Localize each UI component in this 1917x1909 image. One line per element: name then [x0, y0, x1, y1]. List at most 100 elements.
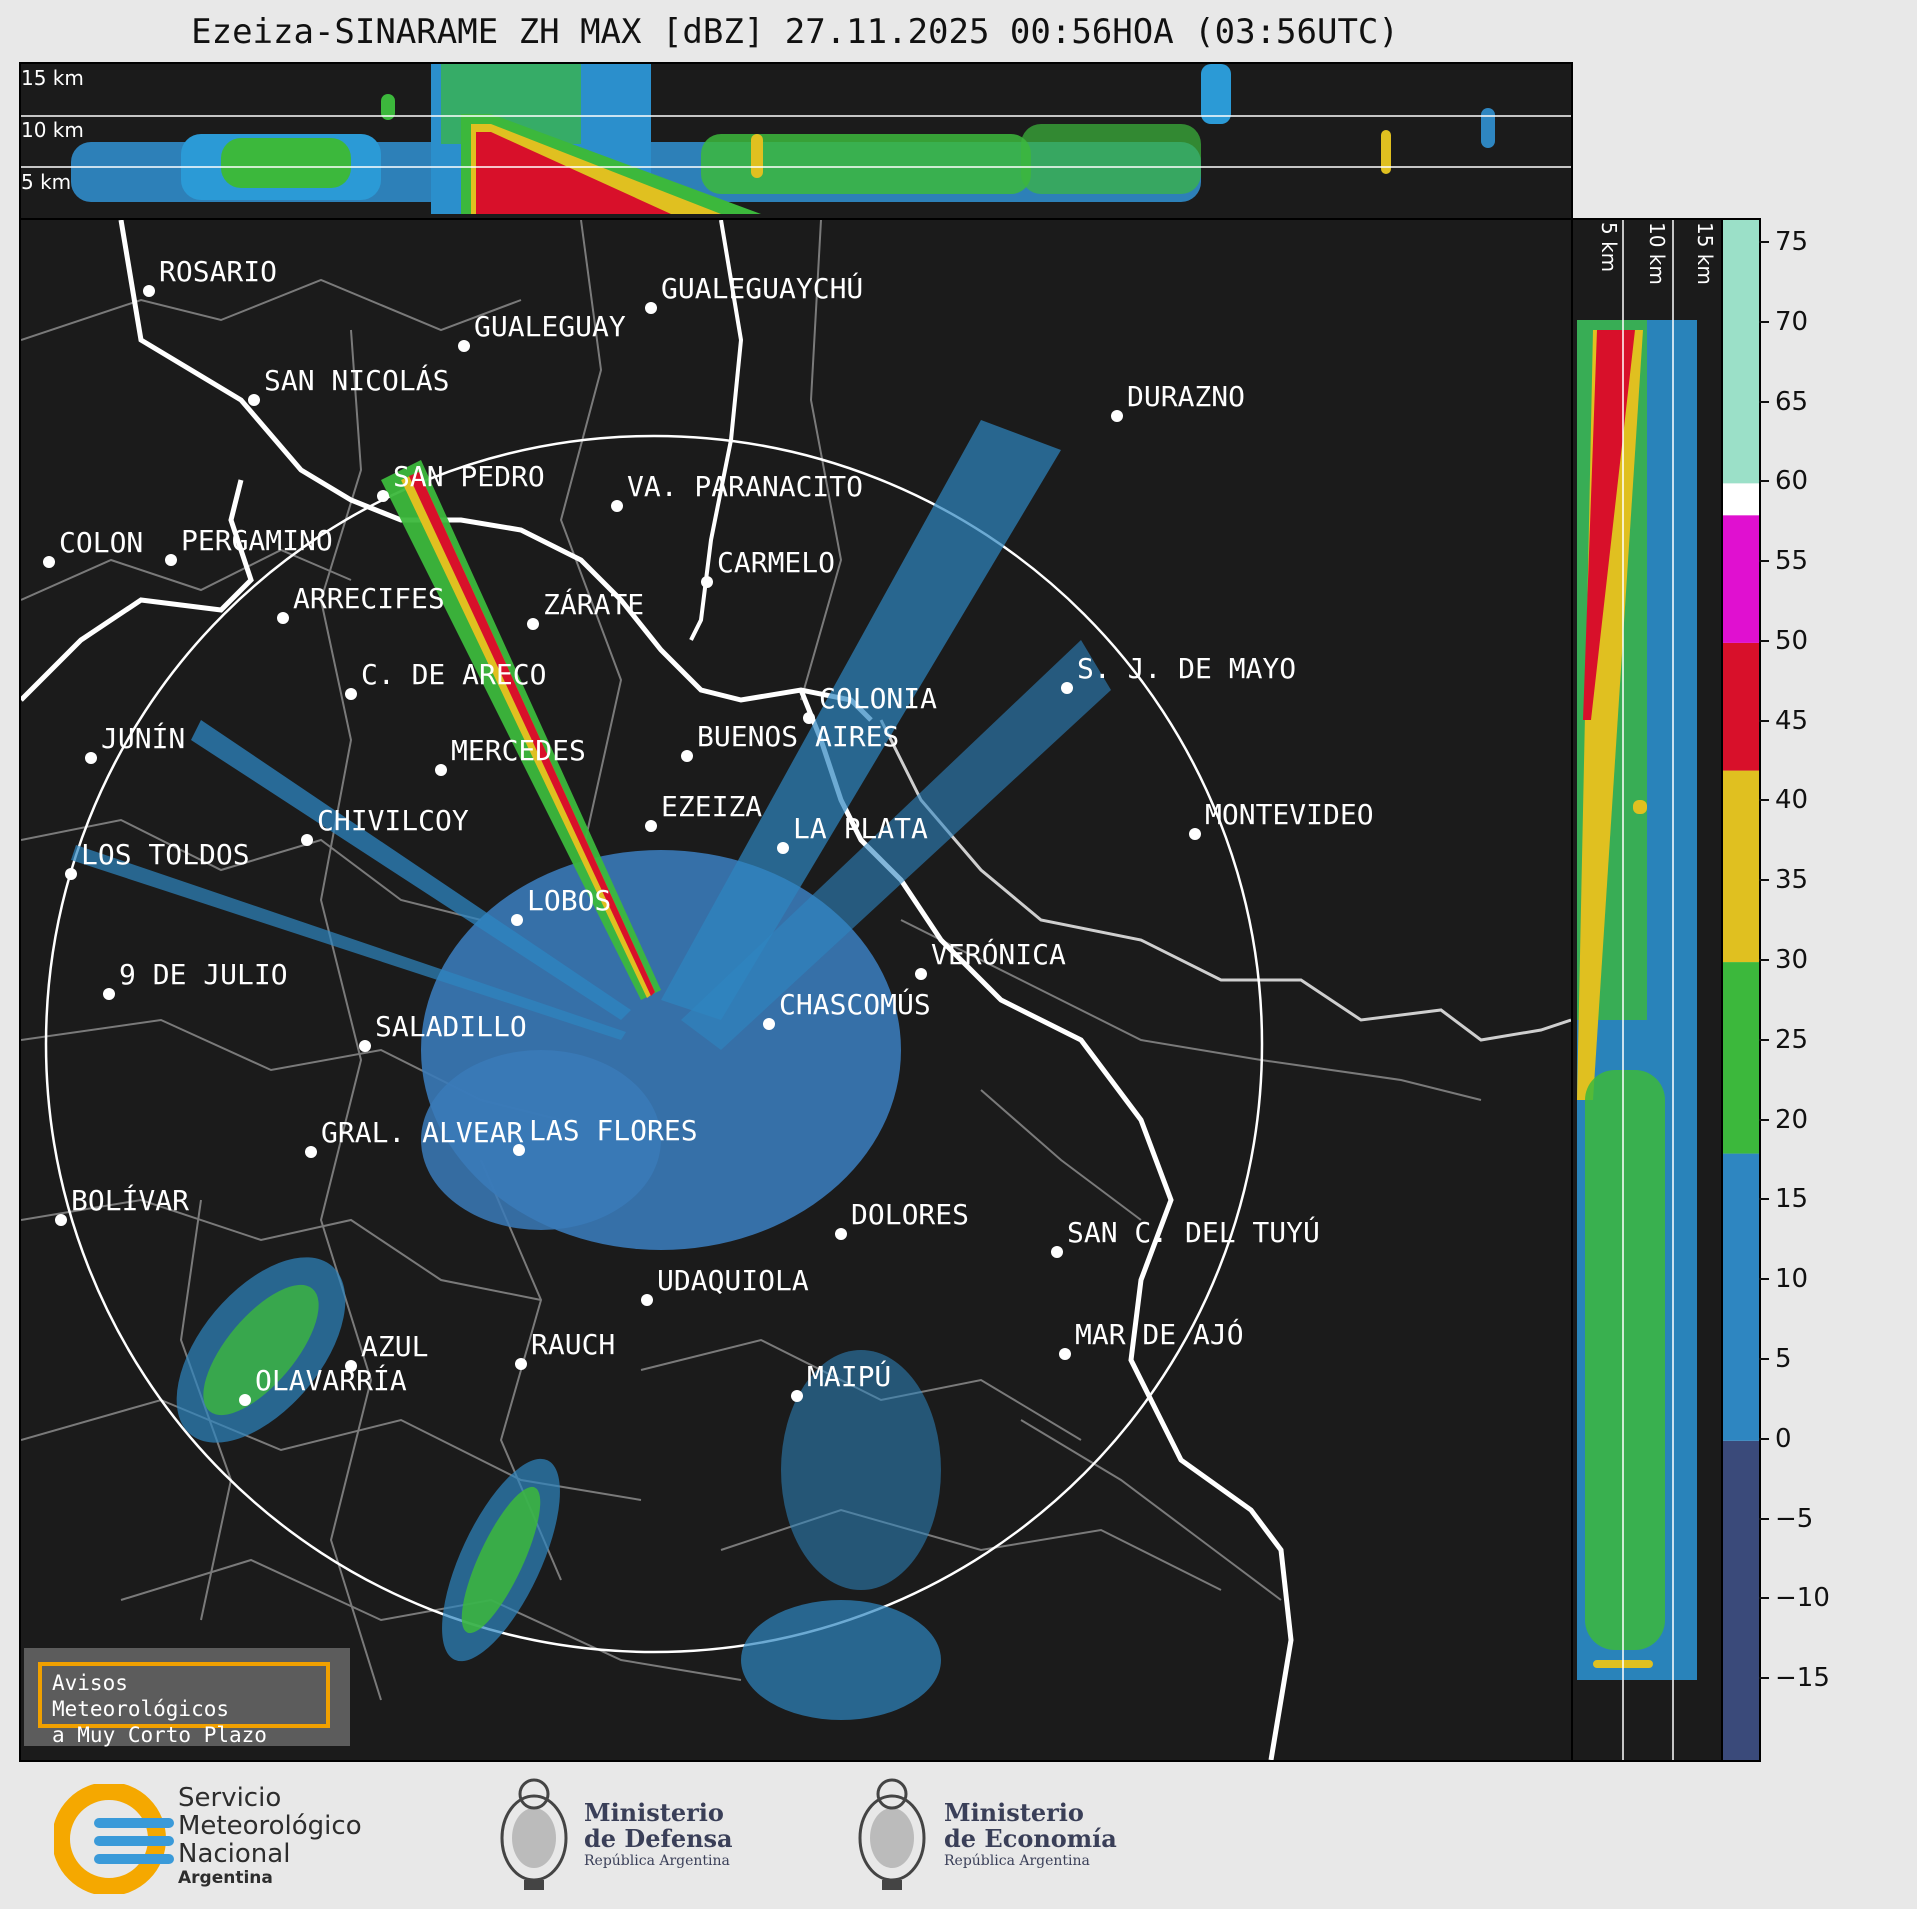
- colorbar-tick-mark: [1759, 1517, 1769, 1520]
- colorbar-tick-mark: [1759, 879, 1769, 882]
- colorbar-tick-label: −15: [1775, 1663, 1830, 1694]
- colorbar-gradient: [1723, 220, 1759, 1760]
- city-label: MERCEDES: [451, 734, 586, 767]
- city-label: LOBOS: [527, 884, 612, 917]
- city-label: 9 DE JULIO: [119, 958, 288, 991]
- city-label: JUNÍN: [101, 722, 186, 755]
- colorbar-tick-label: −5: [1775, 1503, 1814, 1534]
- city-label: COLON: [59, 526, 144, 559]
- warning-line-2: a Muy Corto Plazo: [52, 1723, 267, 1747]
- colorbar-tick-label: 0: [1775, 1423, 1792, 1454]
- colorbar-tick-mark: [1759, 1278, 1769, 1281]
- city-label: LA PLATA: [793, 812, 928, 845]
- smn-logo-text: Servicio Meteorológico Nacional Argentin…: [178, 1784, 362, 1888]
- colorbar-tick-label: 25: [1775, 1024, 1809, 1055]
- colorbar-tick-mark: [1759, 799, 1769, 802]
- economia-line-1: Ministerio: [944, 1798, 1084, 1827]
- colorbar-tick-label: 60: [1775, 466, 1809, 497]
- colorbar-band: [1723, 515, 1759, 643]
- city-label: PERGAMINO: [181, 524, 333, 557]
- colorbar-band: [1723, 220, 1759, 484]
- top-cross-section-panel: 15 km 10 km 5 km: [19, 62, 1573, 220]
- colorbar-tick-label: 15: [1775, 1184, 1809, 1215]
- colorbar-tick-mark: [1759, 1198, 1769, 1201]
- radar-range-ring: [44, 434, 1264, 1654]
- colorbar-ticks: 75 70 65 60 55 50 45 40 35 30 25 20 15 10 5 0 −5 −10 −15: [1759, 218, 1909, 1758]
- defensa-line-2: de Defensa: [584, 1824, 733, 1853]
- city-label: VA. PARANACITO: [627, 470, 864, 503]
- city-label: S. J. DE MAYO: [1077, 652, 1297, 685]
- colorbar-tick-label: 55: [1775, 546, 1809, 577]
- city-label: EZEIZA: [661, 790, 763, 823]
- colorbar-band: [1723, 642, 1759, 771]
- city-label: BUENOS AIRES: [697, 720, 900, 753]
- top-height-label-10: 10 km: [21, 118, 84, 142]
- colorbar-tick-label: 30: [1775, 945, 1809, 976]
- colorbar-band: [1723, 962, 1759, 1154]
- city-label: VERÓNICA: [931, 938, 1066, 971]
- city-label: GUALEGUAYCHÚ: [661, 272, 864, 305]
- side-height-label-15: 15 km: [1693, 222, 1717, 285]
- smn-line-1: Servicio: [178, 1783, 282, 1813]
- colorbar-tick-label: 10: [1775, 1264, 1809, 1295]
- colorbar-tick-mark: [1759, 240, 1769, 243]
- side-height-label-10: 10 km: [1645, 222, 1669, 285]
- city-label: MAIPÚ: [807, 1360, 892, 1393]
- radar-map-panel: ROSARIO GUALEGUAYCHÚ GUALEGUAY SAN NICOL…: [19, 218, 1573, 1762]
- colorbar-tick-mark: [1759, 1677, 1769, 1680]
- top-height-label-5: 5 km: [21, 170, 72, 194]
- colorbar-tick-mark: [1759, 1597, 1769, 1600]
- city-markers: [43, 285, 1201, 1406]
- city-label: LOS TOLDOS: [81, 838, 250, 871]
- colorbar-tick-mark: [1759, 1118, 1769, 1121]
- colorbar-tick-mark: [1759, 400, 1769, 403]
- colorbar-tick-mark: [1759, 320, 1769, 323]
- city-label: LAS FLORES: [529, 1114, 698, 1147]
- city-label: ROSARIO: [159, 255, 278, 288]
- city-label: BOLÍVAR: [71, 1184, 190, 1217]
- warning-link-box[interactable]: Avisos Meteorológicos a Muy Corto Plazo: [24, 1648, 350, 1747]
- colorbar-tick-label: 35: [1775, 865, 1809, 896]
- defensa-line-3: República Argentina: [584, 1853, 730, 1869]
- colorbar-tick-label: 50: [1775, 625, 1809, 656]
- defensa-line-1: Ministerio: [584, 1798, 724, 1827]
- side-cross-section-plot: [1577, 220, 1697, 1760]
- colorbar-tick-mark: [1759, 639, 1769, 642]
- city-label: CHASCOMÚS: [779, 988, 931, 1021]
- warning-link-frame[interactable]: Avisos Meteorológicos a Muy Corto Plazo: [38, 1662, 330, 1747]
- colorbar-tick-label: −10: [1775, 1583, 1830, 1614]
- colorbar-band: [1723, 1440, 1759, 1760]
- defensa-seal-icon: [500, 1778, 568, 1890]
- side-echo-band: [1577, 320, 1697, 1680]
- colorbar-band: [1723, 1153, 1759, 1441]
- city-label: ZÁRATE: [543, 588, 645, 621]
- city-label: COLONIA: [819, 682, 938, 715]
- city-label: GUALEGUAY: [474, 310, 626, 343]
- top-echo-band: [71, 64, 1495, 214]
- colorbar-tick-mark: [1759, 719, 1769, 722]
- city-label: DURAZNO: [1127, 380, 1246, 413]
- economia-logo-text: Ministerio de Economía República Argenti…: [944, 1800, 1117, 1870]
- city-label: MAR DE AJÓ: [1075, 1318, 1244, 1351]
- city-label: MONTEVIDEO: [1205, 798, 1374, 831]
- city-label: CHIVILCOY: [317, 804, 469, 837]
- economia-line-3: República Argentina: [944, 1853, 1090, 1869]
- top-height-label-15: 15 km: [21, 66, 84, 90]
- city-label: GRAL. ALVEAR: [321, 1116, 524, 1149]
- top-cross-section-plot: [21, 64, 1571, 214]
- city-label: AZUL: [361, 1330, 429, 1363]
- colorbar-tick-label: 20: [1775, 1104, 1809, 1135]
- city-label: DOLORES: [851, 1198, 970, 1231]
- city-label: UDAQUIOLA: [657, 1264, 809, 1297]
- radar-echoes: [71, 420, 1111, 1720]
- colorbar-tick-mark: [1759, 959, 1769, 962]
- colorbar-tick-label: 40: [1775, 785, 1809, 816]
- warning-line-1: Avisos Meteorológicos: [52, 1671, 230, 1721]
- city-label: ARRECIFES: [293, 582, 445, 615]
- city-label: C. DE ARECO: [361, 658, 547, 691]
- colorbar-tick-label: 45: [1775, 705, 1809, 736]
- economia-seal-icon: [858, 1778, 926, 1890]
- colorbar-band: [1723, 770, 1759, 963]
- colorbar-tick-label: 75: [1775, 226, 1809, 257]
- economia-line-2: de Economía: [944, 1824, 1117, 1853]
